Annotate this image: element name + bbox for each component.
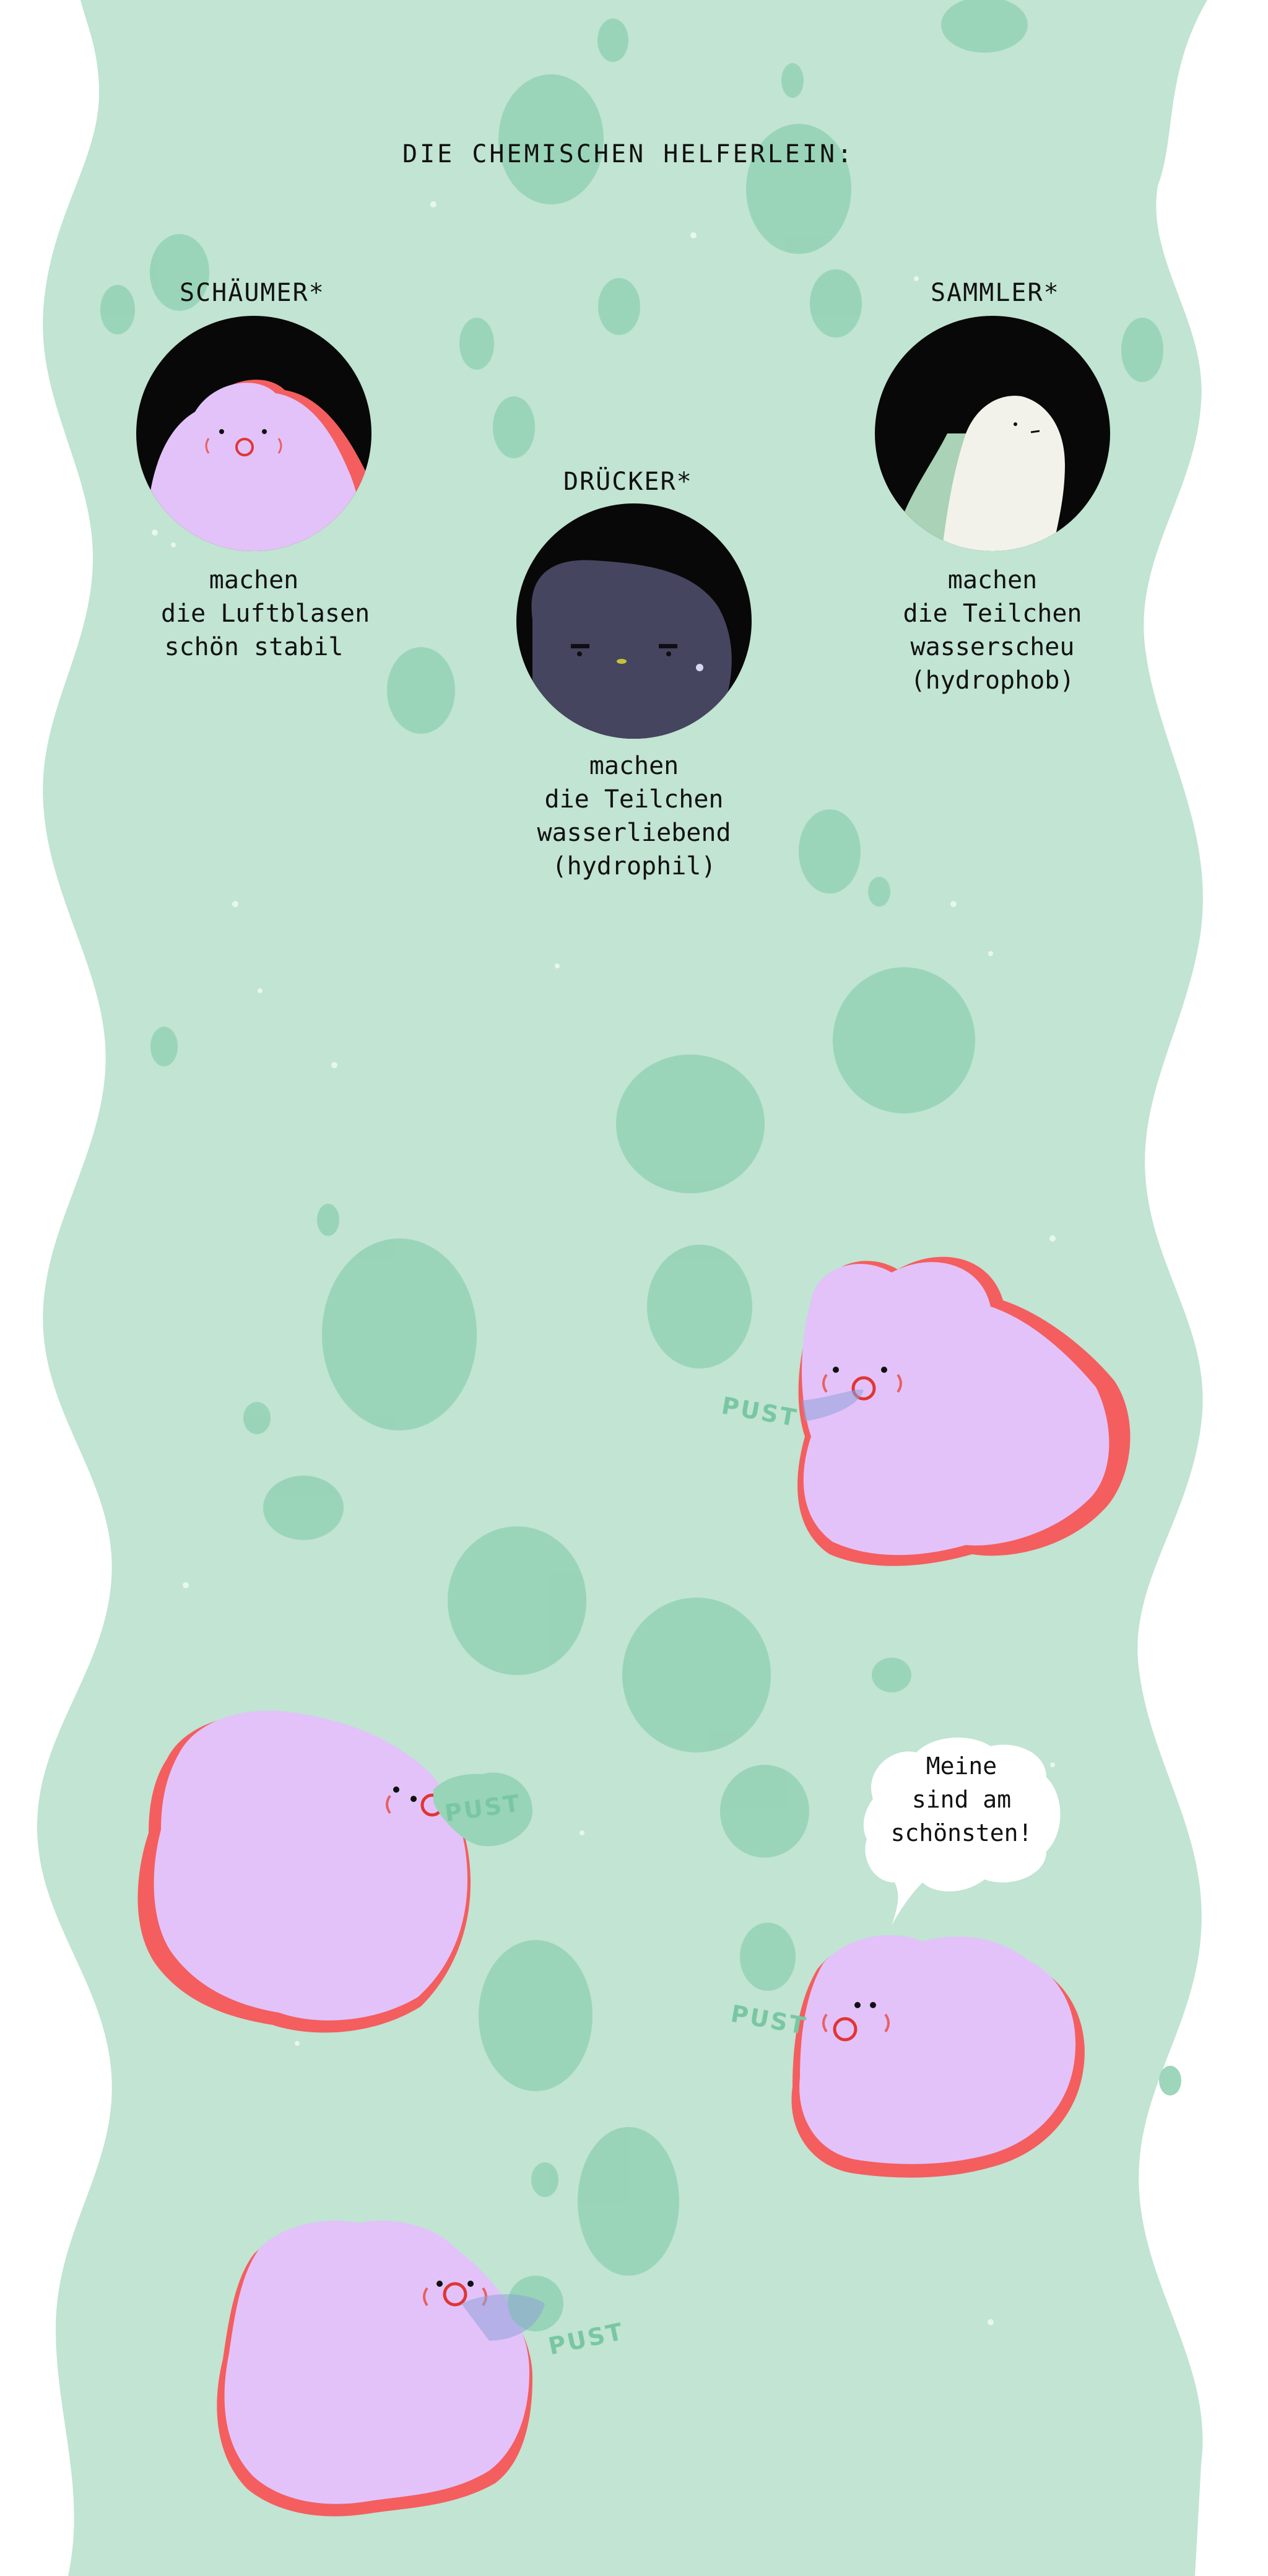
collector-portrait [875,316,1110,551]
foamer-portrait [136,316,371,551]
foam-blob-4 [217,2221,563,2517]
pusher-description: machen die Teilchen wasserliebend (hydro… [537,752,731,881]
water-bubbles [100,0,1181,2276]
speech-bubble [863,1738,1061,1926]
foamer-description: machen die Luftblasen schön stabil [161,566,370,661]
foam-blob-3 [791,1935,1085,2178]
page-title: DIE CHEMISCHEN HELFERLEIN: [402,140,855,168]
foam-blob-2 [137,1710,532,2033]
speech-bubble-text: Meine sind am schönsten! [890,1752,1033,1847]
foamer-label: SCHÄUMER* [180,279,325,307]
collector-label: SAMMLER* [931,279,1060,307]
foam-blob-1 [797,1256,1131,1566]
pusher-portrait [516,503,752,739]
pusher-label: DRÜCKER* [563,468,693,496]
collector-description: machen die Teilchen wasserscheu (hydroph… [903,566,1082,695]
